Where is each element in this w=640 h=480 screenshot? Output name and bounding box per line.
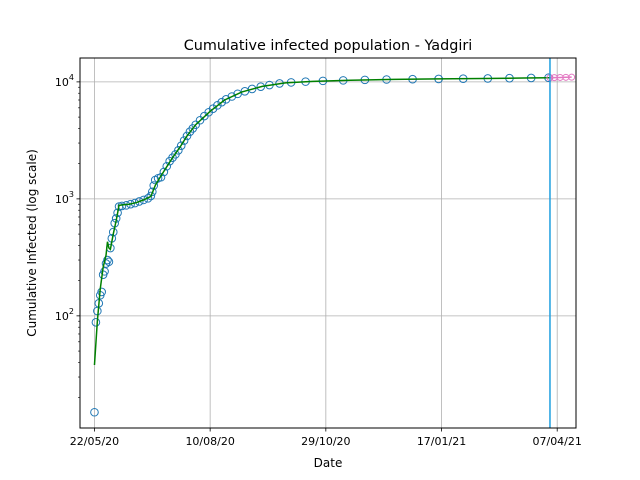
fit-line bbox=[93, 76, 550, 366]
observed-point bbox=[103, 255, 112, 265]
data-layer bbox=[90, 58, 576, 428]
observed-point bbox=[182, 131, 192, 141]
x-axis-label: Date bbox=[314, 456, 343, 470]
grid-layer bbox=[80, 58, 576, 428]
observed-point bbox=[159, 167, 169, 177]
x-tick-label: 17/01/21 bbox=[417, 435, 466, 448]
observed-point bbox=[213, 101, 222, 110]
observed-point bbox=[91, 318, 101, 327]
plot-frame bbox=[79, 57, 577, 429]
observed-point bbox=[117, 201, 127, 211]
observed-point bbox=[247, 84, 257, 94]
x-tick-label: 10/08/20 bbox=[185, 435, 234, 448]
observed-point bbox=[139, 195, 148, 205]
observed-point bbox=[217, 97, 227, 107]
x-tick-label: 29/10/20 bbox=[301, 435, 350, 448]
tick-layer: 22/05/20 10/08/20 29/10/20 17/01/21 07/04/21… bbox=[55, 73, 582, 448]
y-axis-label: Cumulative Infected (log scale) bbox=[25, 149, 39, 337]
observed-point bbox=[148, 187, 157, 197]
observed-point bbox=[191, 120, 200, 130]
observed-point bbox=[146, 191, 156, 201]
observed-point bbox=[143, 194, 153, 203]
observed-point bbox=[176, 141, 186, 150]
observed-point bbox=[179, 136, 189, 145]
forecast-point bbox=[568, 73, 576, 81]
observed-point bbox=[156, 172, 166, 182]
x-tick-label: 22/05/20 bbox=[70, 435, 119, 448]
observed-point bbox=[221, 94, 231, 104]
observed-point bbox=[134, 197, 144, 206]
observed-point bbox=[90, 407, 99, 417]
x-tick-label: 07/04/21 bbox=[532, 435, 581, 448]
chart-title: Cumulative infected population - Yadgiri bbox=[184, 38, 473, 54]
observed-point bbox=[174, 146, 183, 155]
observed-point bbox=[97, 287, 106, 297]
observed-point bbox=[162, 161, 172, 171]
plot-area bbox=[80, 58, 576, 428]
observed-point bbox=[227, 92, 237, 101]
